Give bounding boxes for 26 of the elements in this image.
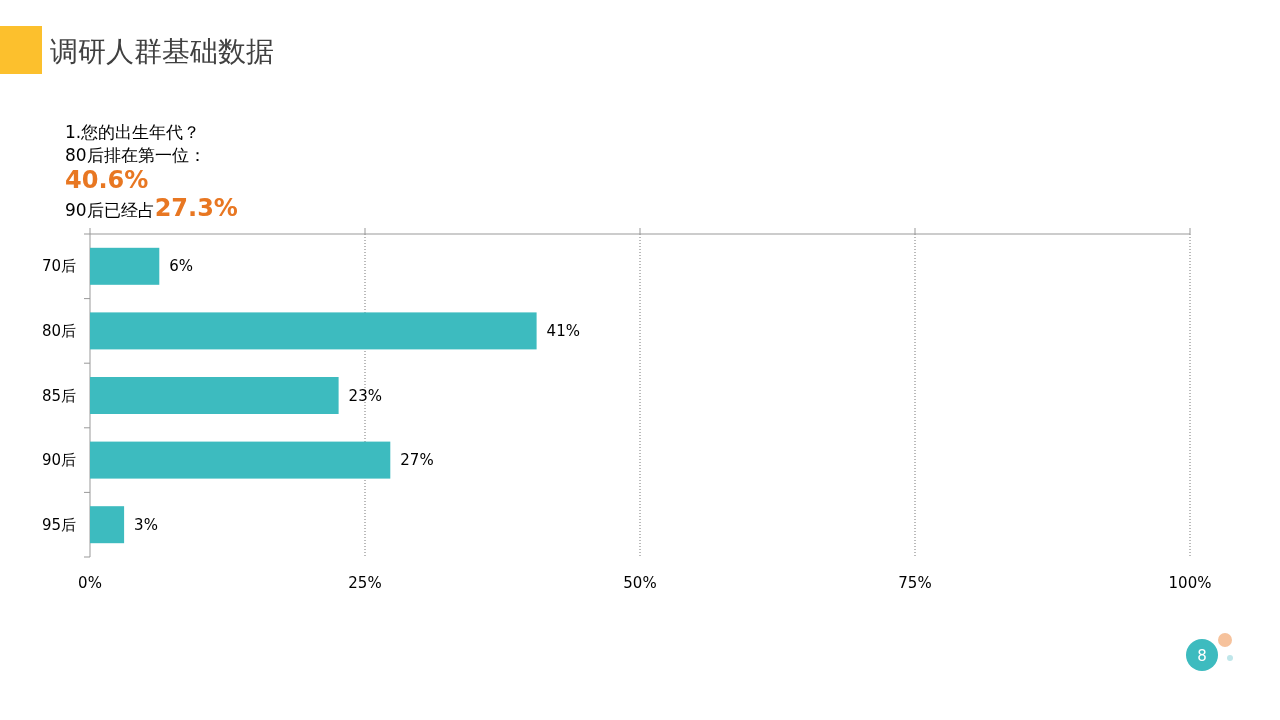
x-tick-label: 25% xyxy=(348,574,382,592)
bar xyxy=(90,441,391,479)
bar xyxy=(90,247,160,285)
y-tick-label: 80后 xyxy=(41,321,76,340)
data-label: 27% xyxy=(400,451,434,470)
y-tick-label: 90后 xyxy=(41,451,76,470)
text: 1.您的出生年代？ xyxy=(65,122,201,142)
text: 80后排在第一位： xyxy=(65,145,206,165)
x-tick-label: 100% xyxy=(1168,574,1212,592)
bar xyxy=(90,377,339,414)
data-label: 6% xyxy=(169,257,194,276)
x-tick-label: 0% xyxy=(78,574,102,592)
bar xyxy=(90,312,537,350)
text: 40.6% xyxy=(65,166,149,194)
text: 90后已经占27.3% xyxy=(65,194,238,222)
data-label: 41% xyxy=(546,321,580,340)
y-tick-label: 95后 xyxy=(41,515,76,534)
data-label: 3% xyxy=(134,515,158,534)
data-label: 23% xyxy=(348,386,382,405)
chart-title: 调研人群基础数据 xyxy=(50,35,274,68)
y-tick-label: 85后 xyxy=(41,386,76,405)
y-tick-label: 70后 xyxy=(41,257,76,276)
x-tick-label: 50% xyxy=(623,574,657,592)
page-number: 8 xyxy=(1186,639,1218,671)
x-tick-label: 75% xyxy=(898,574,932,592)
bar xyxy=(90,506,125,544)
